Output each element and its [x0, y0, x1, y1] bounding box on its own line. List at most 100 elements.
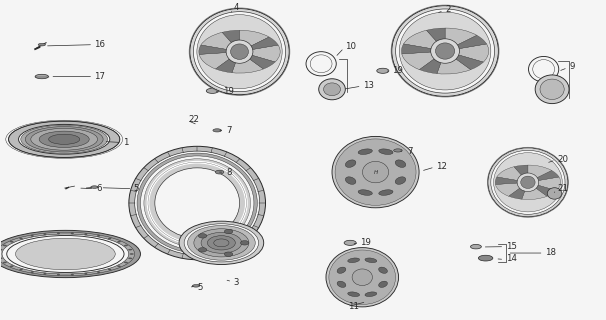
- Ellipse shape: [197, 15, 282, 89]
- Wedge shape: [458, 44, 488, 62]
- Ellipse shape: [214, 239, 229, 247]
- Ellipse shape: [379, 281, 387, 287]
- Ellipse shape: [71, 232, 74, 234]
- Ellipse shape: [194, 229, 249, 257]
- Text: 20: 20: [557, 155, 568, 164]
- Ellipse shape: [547, 188, 562, 199]
- Ellipse shape: [144, 159, 250, 247]
- Ellipse shape: [226, 40, 253, 63]
- Wedge shape: [534, 185, 556, 196]
- Wedge shape: [453, 55, 484, 70]
- Ellipse shape: [377, 68, 389, 73]
- Ellipse shape: [345, 160, 356, 167]
- Text: 10: 10: [345, 42, 356, 52]
- Text: 5: 5: [134, 184, 139, 193]
- Ellipse shape: [344, 240, 356, 245]
- Ellipse shape: [10, 241, 14, 243]
- Ellipse shape: [379, 190, 393, 195]
- Ellipse shape: [38, 44, 45, 46]
- Ellipse shape: [19, 124, 110, 154]
- Ellipse shape: [129, 146, 265, 260]
- Ellipse shape: [91, 186, 98, 188]
- Ellipse shape: [97, 235, 100, 237]
- Wedge shape: [437, 57, 471, 74]
- Ellipse shape: [352, 269, 373, 285]
- Ellipse shape: [8, 121, 120, 157]
- Ellipse shape: [345, 177, 356, 184]
- Ellipse shape: [117, 241, 121, 243]
- Ellipse shape: [44, 273, 47, 275]
- Ellipse shape: [198, 248, 207, 252]
- Text: 18: 18: [545, 248, 556, 257]
- Text: 8: 8: [226, 168, 231, 177]
- Ellipse shape: [3, 262, 7, 263]
- Text: 21: 21: [557, 184, 568, 193]
- Ellipse shape: [84, 273, 87, 275]
- Wedge shape: [222, 30, 239, 45]
- Wedge shape: [402, 52, 437, 70]
- Text: 3: 3: [233, 278, 239, 287]
- Wedge shape: [199, 45, 227, 54]
- Ellipse shape: [0, 232, 135, 276]
- Ellipse shape: [108, 268, 112, 270]
- Ellipse shape: [392, 6, 498, 96]
- Ellipse shape: [488, 148, 568, 217]
- Ellipse shape: [329, 250, 396, 305]
- Text: 16: 16: [95, 40, 105, 49]
- Ellipse shape: [436, 43, 454, 59]
- Wedge shape: [404, 30, 439, 49]
- Ellipse shape: [362, 161, 388, 183]
- Ellipse shape: [224, 252, 233, 256]
- Wedge shape: [199, 52, 231, 69]
- Ellipse shape: [141, 156, 254, 250]
- Ellipse shape: [16, 238, 115, 270]
- Ellipse shape: [97, 271, 100, 273]
- Ellipse shape: [324, 83, 341, 96]
- Ellipse shape: [44, 233, 47, 235]
- Ellipse shape: [179, 221, 264, 265]
- Ellipse shape: [326, 248, 399, 307]
- Text: 2: 2: [445, 5, 451, 14]
- Ellipse shape: [319, 79, 345, 100]
- Ellipse shape: [0, 249, 2, 251]
- Text: 13: 13: [364, 81, 375, 90]
- Ellipse shape: [394, 149, 402, 152]
- Ellipse shape: [337, 281, 346, 287]
- Text: 7: 7: [226, 126, 231, 135]
- Text: 1: 1: [123, 138, 128, 147]
- Wedge shape: [239, 30, 269, 47]
- Wedge shape: [419, 57, 442, 74]
- Wedge shape: [445, 28, 477, 46]
- Ellipse shape: [155, 168, 239, 238]
- Ellipse shape: [478, 255, 493, 261]
- Wedge shape: [514, 165, 528, 177]
- Ellipse shape: [124, 262, 128, 263]
- Text: 15: 15: [505, 242, 516, 251]
- Ellipse shape: [201, 232, 242, 253]
- Text: 14: 14: [505, 254, 516, 263]
- Ellipse shape: [535, 75, 569, 104]
- Ellipse shape: [470, 244, 481, 249]
- Ellipse shape: [358, 149, 372, 155]
- Ellipse shape: [124, 244, 128, 246]
- Ellipse shape: [540, 79, 564, 100]
- Wedge shape: [201, 32, 234, 50]
- Wedge shape: [538, 177, 561, 191]
- Ellipse shape: [137, 153, 258, 253]
- Ellipse shape: [198, 234, 207, 238]
- Ellipse shape: [379, 267, 387, 273]
- Ellipse shape: [193, 12, 285, 92]
- Ellipse shape: [395, 177, 406, 184]
- Wedge shape: [508, 187, 526, 199]
- Ellipse shape: [215, 170, 224, 174]
- Ellipse shape: [10, 265, 14, 267]
- Wedge shape: [232, 57, 264, 73]
- Ellipse shape: [206, 88, 218, 93]
- Ellipse shape: [19, 268, 23, 270]
- Ellipse shape: [108, 237, 112, 239]
- Ellipse shape: [231, 44, 248, 60]
- Ellipse shape: [71, 274, 74, 276]
- Ellipse shape: [2, 234, 128, 274]
- Wedge shape: [528, 165, 552, 179]
- Text: 6: 6: [96, 184, 102, 193]
